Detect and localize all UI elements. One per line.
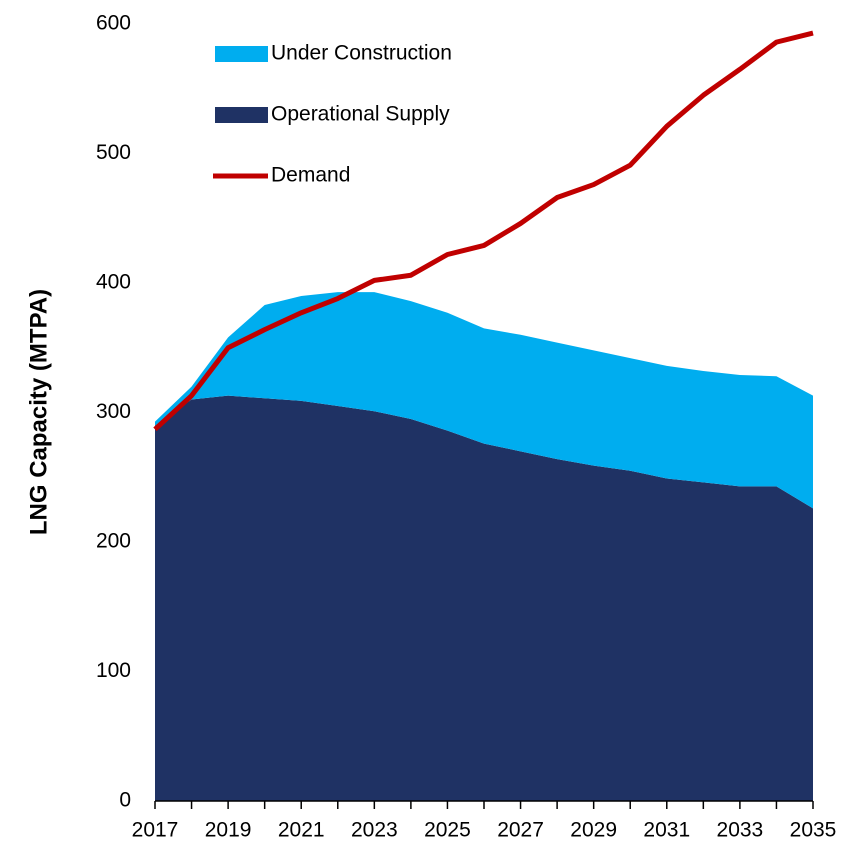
legend-label: Operational Supply: [271, 103, 450, 126]
y-tick-label: 0: [119, 789, 131, 812]
x-tick-label: 2031: [643, 819, 690, 842]
legend-swatch: [215, 46, 268, 62]
y-tick-label: 100: [96, 659, 131, 682]
line: [153, 30, 814, 432]
x-tick-label: 2027: [497, 819, 544, 842]
x-tick-label: 2023: [351, 819, 398, 842]
x-tick-label: 2029: [570, 819, 617, 842]
x-tick-label: 2035: [790, 819, 837, 842]
x-tick-label: 2017: [132, 819, 179, 842]
x-tick-label: 2025: [424, 819, 471, 842]
y-tick-label: 500: [96, 141, 131, 164]
x-tick-label: 2019: [205, 819, 252, 842]
legend-label: Under Construction: [271, 42, 452, 65]
x-tick-label: 2033: [717, 819, 764, 842]
legend-label: Demand: [271, 164, 350, 187]
y-tick-label: 400: [96, 271, 131, 294]
legend-swatch: [215, 107, 268, 123]
y-tick-label: 200: [96, 530, 131, 553]
y-axis-label: LNG Capacity (MTPA): [25, 289, 52, 535]
x-tick-label: 2021: [278, 819, 325, 842]
y-tick-label: 600: [96, 12, 131, 35]
y-tick-label: 300: [96, 400, 131, 423]
area: [155, 395, 813, 801]
area: [155, 292, 813, 509]
